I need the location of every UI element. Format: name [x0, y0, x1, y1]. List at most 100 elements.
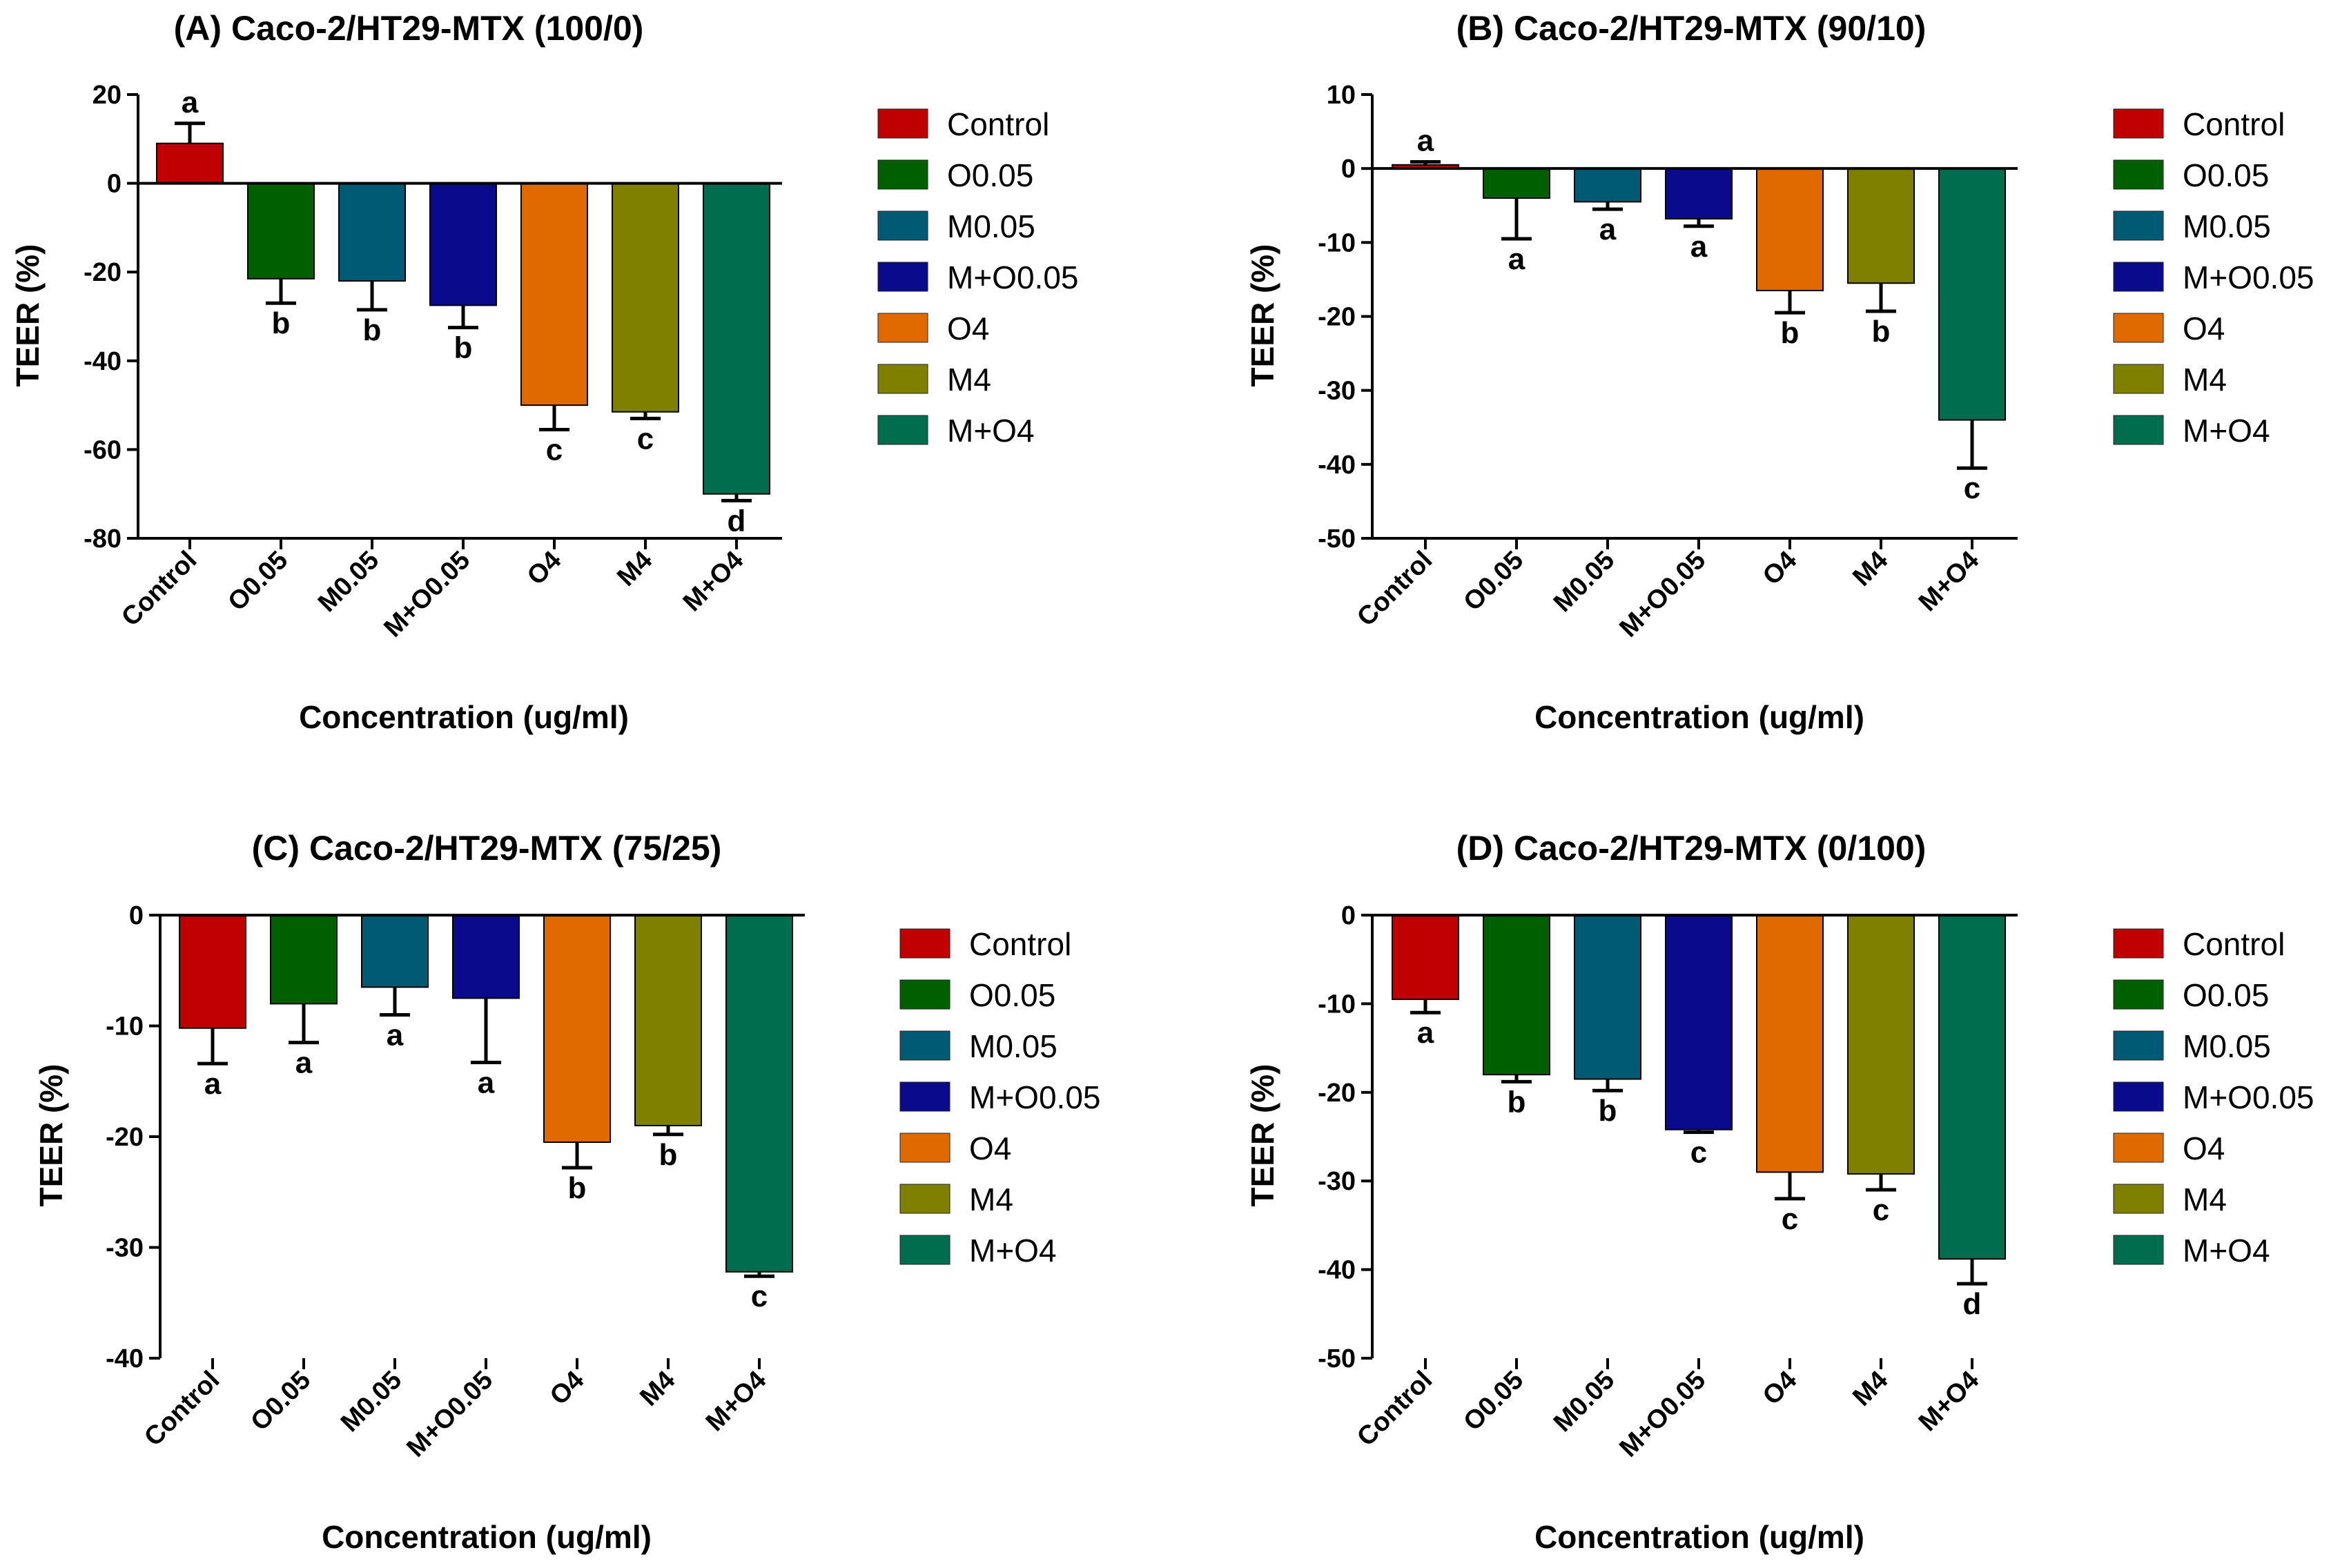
significance-letter: a	[1599, 213, 1617, 246]
legend-swatch	[2113, 1133, 2164, 1163]
panel-b: (B) Caco-2/HT29-MTX (90/10) TEER (%) Con…	[1245, 9, 2314, 735]
significance-letter: c	[1782, 1202, 1798, 1236]
bar-m4	[612, 182, 679, 413]
x-tick-label: M+O0.05	[378, 546, 476, 643]
legend-swatch	[2113, 1184, 2164, 1214]
legend-label: O4	[2183, 1130, 2225, 1166]
significance-letter: b	[1508, 1085, 1526, 1119]
legend-swatch	[899, 1235, 950, 1265]
bar-o4	[1756, 914, 1824, 1173]
x-tick-label: M0.05	[1548, 546, 1620, 618]
bar-o0-05	[247, 182, 315, 280]
x-tick-label: M4	[634, 1366, 681, 1412]
bar-m0-05	[1574, 168, 1641, 203]
x-tick-label: M4	[1847, 1366, 1893, 1412]
significance-letter: a	[204, 1067, 222, 1101]
significance-letter: d	[1963, 1287, 1982, 1321]
significance-letter: c	[637, 422, 654, 455]
x-tick-label: M0.05	[335, 1366, 407, 1438]
legend-label: M+O4	[969, 1233, 1057, 1268]
x-tick-label: Control	[116, 546, 202, 632]
legend-label: O0.05	[947, 157, 1033, 193]
legend-swatch	[899, 1133, 950, 1163]
significance-letter: b	[454, 331, 473, 365]
legend-label: O0.05	[2183, 157, 2269, 193]
y-tick-label: -40	[106, 1344, 144, 1373]
legend-label: Control	[969, 926, 1071, 962]
x-tick-label: O4	[1757, 1366, 1803, 1411]
bar-m-o0-05	[1665, 168, 1733, 220]
legend-label: M0.05	[2183, 1028, 2271, 1064]
bar-o0-05	[270, 914, 338, 1005]
y-tick-label: 0	[1341, 155, 1356, 184]
legend-swatch	[877, 364, 928, 394]
legend-swatch	[2113, 979, 2164, 1010]
y-tick-label: -60	[84, 435, 121, 464]
legend-label: M+O0.05	[2183, 1079, 2314, 1115]
y-tick-label: -80	[84, 525, 121, 553]
legend-label: M+O0.05	[947, 259, 1079, 295]
legend-label: Control	[947, 106, 1049, 142]
significance-letter: b	[1781, 316, 1800, 350]
x-tick-label: M+O4	[1913, 1366, 1985, 1438]
x-tick-label: O0.05	[1458, 546, 1529, 617]
x-axis-label: Concentration (ug/ml)	[299, 699, 629, 735]
legend-swatch	[877, 415, 928, 445]
significance-letter: c	[1690, 1136, 1707, 1170]
panel-a: (A) Caco-2/HT29-MTX (100/0) TEER (%) Con…	[10, 9, 1079, 735]
legend-swatch	[2113, 262, 2164, 292]
panel-title: (A) Caco-2/HT29-MTX (100/0)	[174, 9, 644, 48]
y-tick-label: -50	[1318, 525, 1356, 553]
x-tick-label: M+O0.05	[1614, 1366, 1711, 1463]
y-axis-label: TEER (%)	[10, 244, 46, 387]
bar-m4	[1847, 168, 1915, 284]
significance-letter: b	[568, 1171, 587, 1205]
y-tick-label: -20	[106, 1123, 144, 1152]
bar-control	[156, 142, 224, 184]
legend-label: Control	[2183, 106, 2285, 142]
legend-label: M4	[969, 1182, 1013, 1217]
bar-control	[1392, 914, 1459, 1000]
y-tick-label: -30	[1318, 1167, 1356, 1196]
significance-letter: a	[1417, 1016, 1434, 1050]
bar-m0-05	[361, 914, 429, 988]
significance-letter: a	[387, 1018, 404, 1052]
x-tick-label: O0.05	[222, 546, 293, 617]
legend-label: O4	[969, 1130, 1011, 1166]
x-tick-label: O4	[545, 1366, 590, 1411]
y-tick-label: -30	[1318, 377, 1356, 406]
legend-swatch	[2113, 159, 2164, 190]
significance-letter: b	[272, 306, 291, 340]
significance-letter: c	[1964, 471, 1980, 505]
legend-label: M4	[947, 362, 991, 398]
bar-m0-05	[1574, 914, 1641, 1080]
legend-label: M+O4	[947, 413, 1035, 449]
bar-o4	[1756, 168, 1824, 291]
y-tick-label: -20	[1318, 1079, 1356, 1108]
x-tick-label: O0.05	[245, 1366, 316, 1437]
y-tick-label: 0	[107, 170, 121, 199]
x-tick-label: Control	[139, 1366, 225, 1452]
significance-letter: a	[1417, 124, 1434, 158]
y-tick-label: -50	[1318, 1344, 1356, 1373]
panel-d: (D) Caco-2/HT29-MTX (0/100) TEER (%) Con…	[1245, 829, 2314, 1555]
legend-swatch	[2113, 1030, 2164, 1061]
legend-swatch	[899, 979, 950, 1010]
legend-label: M4	[2183, 362, 2227, 398]
y-tick-label: -30	[106, 1234, 144, 1263]
y-axis-label: TEER (%)	[1245, 244, 1280, 387]
x-tick-label: O0.05	[1458, 1366, 1529, 1437]
legend-swatch	[2113, 313, 2164, 343]
legend-swatch	[2113, 210, 2164, 241]
x-tick-label: M+O4	[701, 1366, 772, 1438]
bar-o4	[520, 182, 588, 406]
x-tick-label: M+O4	[678, 546, 750, 618]
significance-letter: c	[1873, 1193, 1889, 1227]
y-axis-label: TEER (%)	[1245, 1064, 1280, 1207]
legend-label: M+O0.05	[2183, 259, 2314, 295]
x-tick-label: O4	[522, 546, 567, 591]
significance-letter: b	[659, 1138, 678, 1172]
legend-swatch	[2113, 364, 2164, 394]
bar-m0-05	[338, 182, 406, 282]
bar-m-o4	[725, 914, 793, 1273]
